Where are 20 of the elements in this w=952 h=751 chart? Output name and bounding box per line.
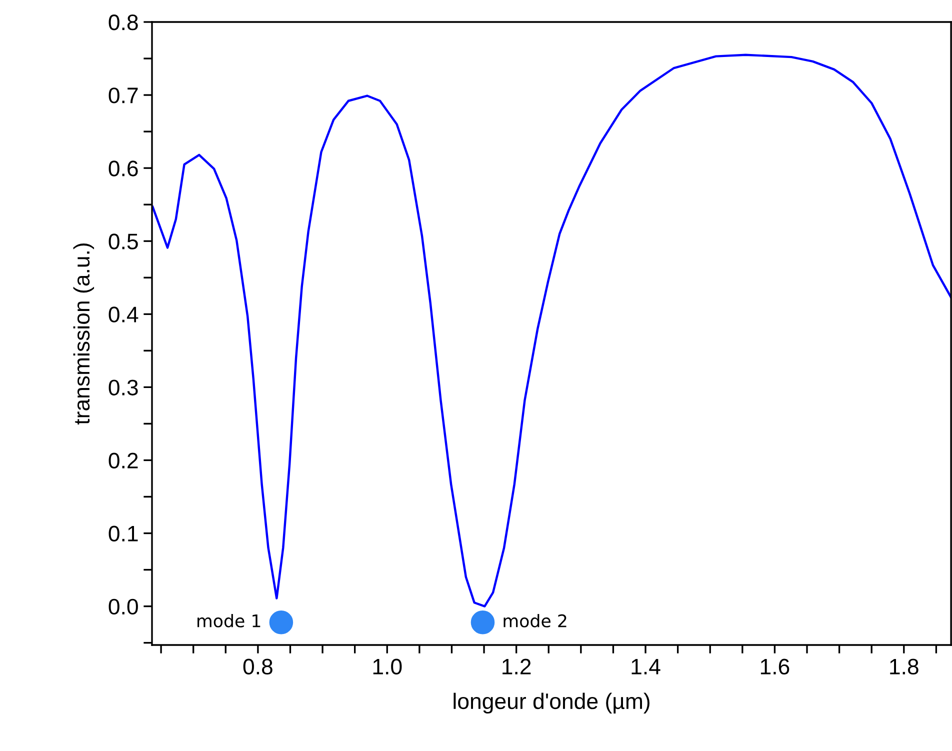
y-tick-label: 0.1 bbox=[108, 526, 138, 542]
x-tick-label: 1.6 bbox=[760, 658, 790, 675]
series-label: mode 2 bbox=[504, 614, 566, 628]
line-series bbox=[152, 54, 952, 608]
x-axis-title: longeur d'onde (µm) bbox=[454, 692, 650, 714]
series-label: mode 1 bbox=[198, 614, 260, 628]
y-tick-label: 0.7 bbox=[108, 88, 138, 104]
x-tick-label: 1.8 bbox=[890, 658, 918, 675]
y-tick-label: 0.4 bbox=[108, 306, 138, 322]
x-tick-label: 1.0 bbox=[373, 658, 402, 675]
y-tick-label: 0.6 bbox=[108, 160, 138, 176]
y-tick-label: 0.8 bbox=[108, 14, 138, 30]
y-tick-label: 0.3 bbox=[108, 380, 138, 396]
x-tick-label: 1.2 bbox=[502, 658, 531, 674]
x-tick-label: 1.4 bbox=[632, 659, 660, 674]
y-tick-label: 0.2 bbox=[108, 452, 138, 468]
y-axis-title: transmission (a.u.) bbox=[73, 243, 94, 425]
y-tick-label: 0.0 bbox=[108, 598, 138, 615]
x-tick-label: 0.8 bbox=[243, 658, 272, 675]
y-tick-label: 0.5 bbox=[108, 234, 138, 250]
